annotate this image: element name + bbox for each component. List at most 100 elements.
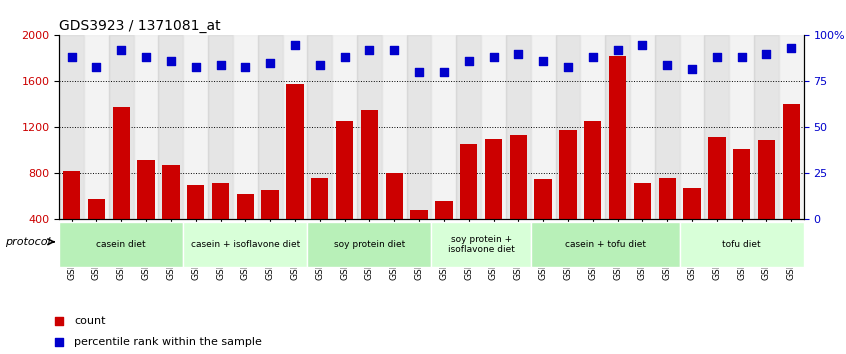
Bar [84,35,109,219]
Bar [485,139,503,266]
Point [338,55,351,60]
Point [214,62,228,68]
Bar [187,185,205,266]
Bar [559,130,577,266]
Bar [609,56,626,266]
Bar [530,35,556,219]
Point [586,55,600,60]
Text: casein + tofu diet: casein + tofu diet [564,240,645,249]
Point [114,47,128,53]
Point [425,249,438,255]
Point [512,51,525,57]
Bar [261,190,279,266]
Text: tofu diet: tofu diet [722,240,761,249]
Point [140,55,153,60]
Bar [208,35,233,219]
Bar [481,35,506,219]
Bar [655,35,679,219]
Bar [386,173,403,266]
Bar [237,194,254,266]
Text: percentile rank within the sample: percentile rank within the sample [74,337,262,347]
Point [486,55,500,60]
Bar [584,120,602,266]
Bar [658,178,676,266]
Point [313,62,327,68]
FancyBboxPatch shape [431,222,530,267]
Point [189,64,202,69]
Bar [184,35,208,219]
Point [685,66,699,72]
Point [784,45,798,51]
Bar [705,35,729,219]
Bar [605,35,630,219]
Point [561,64,574,69]
Bar [456,35,481,219]
Bar [679,35,705,219]
Bar [88,199,105,266]
Point [437,69,451,75]
Bar [109,35,134,219]
Bar [779,35,804,219]
Text: GDS3923 / 1371081_at: GDS3923 / 1371081_at [59,19,221,33]
FancyBboxPatch shape [59,222,184,267]
Bar [286,84,304,266]
Bar [509,136,527,266]
Bar [63,171,80,266]
Bar [59,35,84,219]
Bar [410,210,428,266]
Point [425,56,438,62]
Text: protocol: protocol [5,237,51,247]
Bar [733,149,750,266]
Bar [134,35,158,219]
Point [735,55,749,60]
Point [164,58,178,64]
Bar [382,35,407,219]
Point [239,64,252,69]
Bar [729,35,754,219]
Point [611,47,624,53]
Bar [684,188,700,266]
Bar [307,35,332,219]
Point [90,64,103,69]
Bar [162,165,179,266]
Bar [407,35,431,219]
Bar [556,35,580,219]
Point [710,55,723,60]
Bar [460,143,477,266]
Point [288,42,302,47]
Bar [754,35,779,219]
Text: soy protein diet: soy protein diet [334,240,405,249]
Point [661,62,674,68]
Bar [435,201,453,266]
Point [363,47,376,53]
Bar [113,107,130,266]
Point [536,58,550,64]
Bar [336,120,354,266]
Bar [634,183,651,266]
FancyBboxPatch shape [184,222,307,267]
Bar [283,35,307,219]
Bar [708,137,726,266]
Point [760,51,773,57]
FancyBboxPatch shape [679,222,804,267]
FancyBboxPatch shape [530,222,679,267]
Point [387,47,401,53]
Bar [158,35,184,219]
Bar [332,35,357,219]
Point [635,42,649,47]
Text: soy protein +
isoflavone diet: soy protein + isoflavone diet [448,235,514,254]
Bar [758,140,775,266]
Bar [506,35,530,219]
Bar [360,110,378,266]
Bar [580,35,605,219]
Bar [535,179,552,266]
Point [412,69,426,75]
Point [263,60,277,66]
Bar [137,160,155,266]
Text: count: count [74,316,106,326]
Bar [431,35,456,219]
Point [462,58,475,64]
Bar [311,178,328,266]
Point [65,55,79,60]
Text: casein diet: casein diet [96,240,146,249]
